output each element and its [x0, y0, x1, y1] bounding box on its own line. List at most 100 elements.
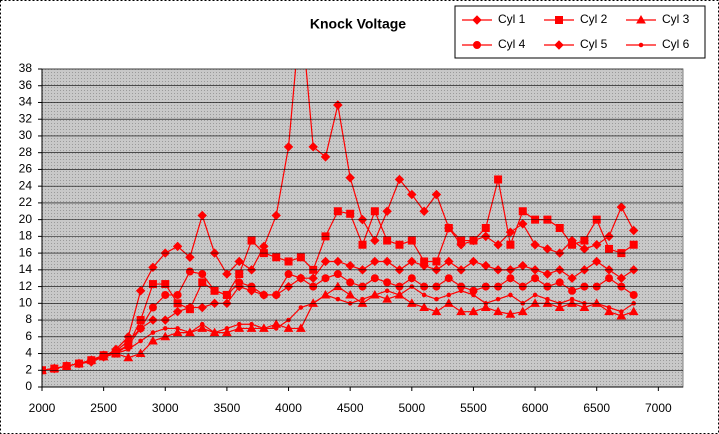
marker	[495, 296, 501, 302]
marker	[261, 326, 267, 331]
marker	[616, 202, 627, 212]
marker	[605, 244, 614, 253]
y-tick-label: 18	[19, 229, 33, 243]
marker	[530, 298, 540, 307]
marker	[346, 209, 355, 218]
marker	[135, 286, 146, 296]
marker	[407, 236, 416, 245]
marker	[542, 269, 553, 279]
marker	[198, 278, 207, 287]
marker	[185, 267, 194, 276]
marker	[468, 306, 479, 316]
marker	[397, 292, 402, 298]
marker	[628, 306, 639, 316]
marker	[64, 363, 69, 369]
marker	[472, 15, 482, 25]
marker	[298, 305, 304, 310]
marker	[471, 292, 476, 298]
marker	[135, 348, 146, 358]
marker	[431, 189, 442, 200]
marker	[629, 290, 638, 299]
marker	[636, 14, 646, 24]
marker	[628, 225, 639, 236]
marker	[235, 270, 244, 279]
marker	[494, 175, 503, 184]
marker	[370, 207, 379, 216]
legend-label: Cyl 5	[580, 37, 608, 51]
marker	[187, 330, 193, 335]
marker	[333, 100, 343, 110]
marker	[345, 289, 356, 299]
marker	[431, 306, 442, 316]
legend-label: Cyl 1	[498, 12, 526, 26]
marker	[606, 305, 612, 310]
marker	[332, 281, 343, 291]
x-tick-label: 6000	[522, 401, 549, 415]
marker	[493, 306, 503, 316]
marker	[335, 296, 341, 302]
marker	[554, 302, 565, 311]
marker	[370, 274, 379, 283]
marker	[360, 296, 365, 302]
marker	[173, 290, 182, 299]
marker	[579, 302, 590, 311]
marker	[370, 256, 380, 267]
marker	[508, 292, 513, 298]
marker	[457, 236, 466, 245]
marker	[406, 298, 417, 307]
marker	[234, 323, 245, 332]
marker	[619, 309, 624, 314]
x-tick-label: 3000	[152, 401, 179, 415]
marker	[568, 240, 577, 249]
marker	[236, 321, 242, 327]
y-tick-label: 16	[19, 245, 33, 259]
marker	[197, 302, 207, 313]
marker	[407, 189, 417, 200]
marker	[284, 257, 293, 266]
y-tick-label: 0	[25, 379, 32, 393]
marker	[432, 257, 441, 266]
marker	[197, 323, 208, 332]
marker	[246, 323, 257, 332]
marker	[296, 273, 306, 283]
chart-title: Knock Voltage	[310, 16, 406, 32]
x-tick-label: 6500	[583, 401, 610, 415]
marker	[505, 309, 516, 318]
marker	[273, 326, 279, 331]
marker	[333, 270, 342, 279]
marker	[249, 321, 254, 327]
y-tick-label: 14	[19, 262, 33, 276]
marker	[212, 330, 217, 335]
y-tick-label: 10	[19, 295, 33, 309]
plot-area	[41, 68, 684, 388]
marker	[616, 273, 627, 283]
marker	[333, 207, 342, 216]
marker	[446, 292, 452, 298]
legend-label: Cyl 2	[580, 12, 608, 26]
marker	[493, 240, 503, 250]
marker	[89, 357, 94, 363]
marker	[224, 326, 230, 331]
marker	[616, 310, 627, 320]
marker	[123, 336, 133, 346]
marker	[592, 256, 602, 267]
marker	[234, 256, 244, 267]
y-tick-label: 20	[19, 212, 33, 226]
marker	[370, 235, 380, 246]
y-tick-label: 28	[19, 145, 33, 159]
marker	[210, 286, 219, 295]
marker	[198, 270, 207, 279]
marker	[384, 288, 390, 294]
marker	[444, 224, 453, 232]
marker	[395, 240, 404, 249]
marker	[162, 326, 168, 331]
marker	[555, 278, 564, 287]
marker	[148, 280, 157, 289]
marker	[468, 256, 479, 267]
x-tick-label: 2500	[90, 401, 117, 415]
marker	[506, 274, 515, 283]
marker	[148, 335, 158, 345]
marker	[580, 236, 589, 245]
marker	[567, 298, 577, 307]
marker	[138, 338, 143, 344]
